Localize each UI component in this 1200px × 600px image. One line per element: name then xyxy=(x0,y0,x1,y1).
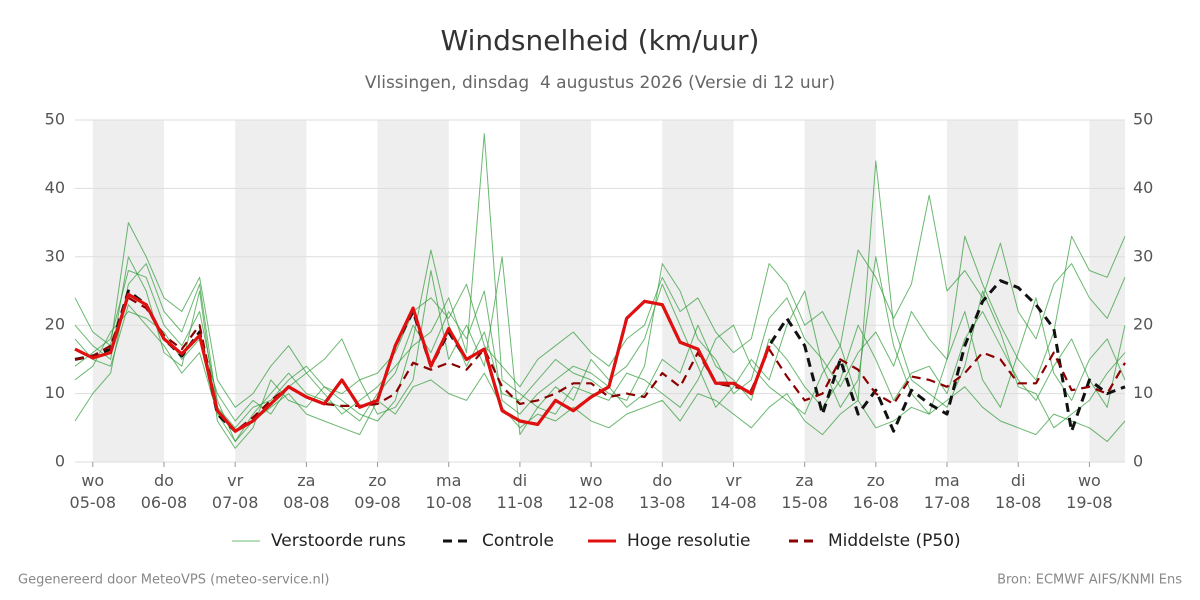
footer-left: Gegenereerd door MeteoVPS (meteo-service… xyxy=(18,573,329,588)
day-band xyxy=(235,120,307,462)
y2-tick-label: 0 xyxy=(1133,452,1143,471)
x-tick-label: do 06-08 xyxy=(140,471,188,512)
y-tick-label: 0 xyxy=(55,452,65,471)
legend-label: Middelste (P50) xyxy=(828,531,961,551)
x-tick-label: do 13-08 xyxy=(639,471,686,512)
x-tick-label: vr 07-08 xyxy=(211,471,259,512)
day-band xyxy=(662,120,734,462)
y-tick-label: 30 xyxy=(45,246,65,265)
y2-tick-label: 40 xyxy=(1133,178,1153,197)
x-tick-label: wo 12-08 xyxy=(567,471,615,512)
y-tick-label: 50 xyxy=(45,110,65,129)
x-tick-label: zo 16-08 xyxy=(852,471,900,512)
day-band xyxy=(377,120,449,462)
x-tick-label: za 15-08 xyxy=(781,471,828,512)
plot-area xyxy=(74,119,1126,467)
control-line xyxy=(74,279,1126,433)
x-tick-label: wo 19-08 xyxy=(1066,471,1113,512)
legend-label: Controle xyxy=(482,531,554,551)
x-tick-label: ma 17-08 xyxy=(923,471,971,512)
x-tick-label: wo 05-08 xyxy=(69,471,117,512)
y2-tick-label: 20 xyxy=(1133,315,1153,334)
ensemble-line xyxy=(74,256,1126,449)
y-tick-label: 40 xyxy=(45,178,65,197)
legend-item: Middelste (P50) xyxy=(789,531,961,551)
x-tick-label: ma 10-08 xyxy=(425,471,472,512)
y2-tick-label: 30 xyxy=(1133,246,1153,265)
x-tick-label: zo 09-08 xyxy=(354,471,401,512)
y-tick-label: 20 xyxy=(45,315,65,334)
day-band xyxy=(1089,120,1125,462)
y2-tick-label: 10 xyxy=(1133,383,1153,402)
ensemble-line xyxy=(74,270,1126,442)
footer-right: Bron: ECMWF AIFS/KNMI Ens xyxy=(997,573,1182,588)
chart-subtitle: Vlissingen, dinsdag 4 augustus 2026 (Ver… xyxy=(365,73,835,93)
legend-item: Controle xyxy=(443,531,554,551)
y2-tick-label: 50 xyxy=(1133,110,1153,129)
ensemble-line xyxy=(74,194,1126,408)
x-tick-label: za 08-08 xyxy=(283,471,330,512)
x-tick-label: vr 14-08 xyxy=(710,471,757,512)
chart-title: Windsnelheid (km/uur) xyxy=(441,24,760,57)
x-tick-label: di 18-08 xyxy=(994,471,1042,512)
legend-item: Hoge resolutie xyxy=(588,531,751,551)
x-tick-label: di 11-08 xyxy=(496,471,544,512)
day-band xyxy=(519,120,592,462)
hires-line xyxy=(74,292,771,433)
legend-label: Hoge resolutie xyxy=(627,531,751,551)
ensemble-line xyxy=(74,235,1126,429)
legend-label: Verstoorde runs xyxy=(271,531,406,551)
legend-item: Verstoorde runs xyxy=(232,531,406,551)
y-tick-label: 10 xyxy=(45,383,65,402)
